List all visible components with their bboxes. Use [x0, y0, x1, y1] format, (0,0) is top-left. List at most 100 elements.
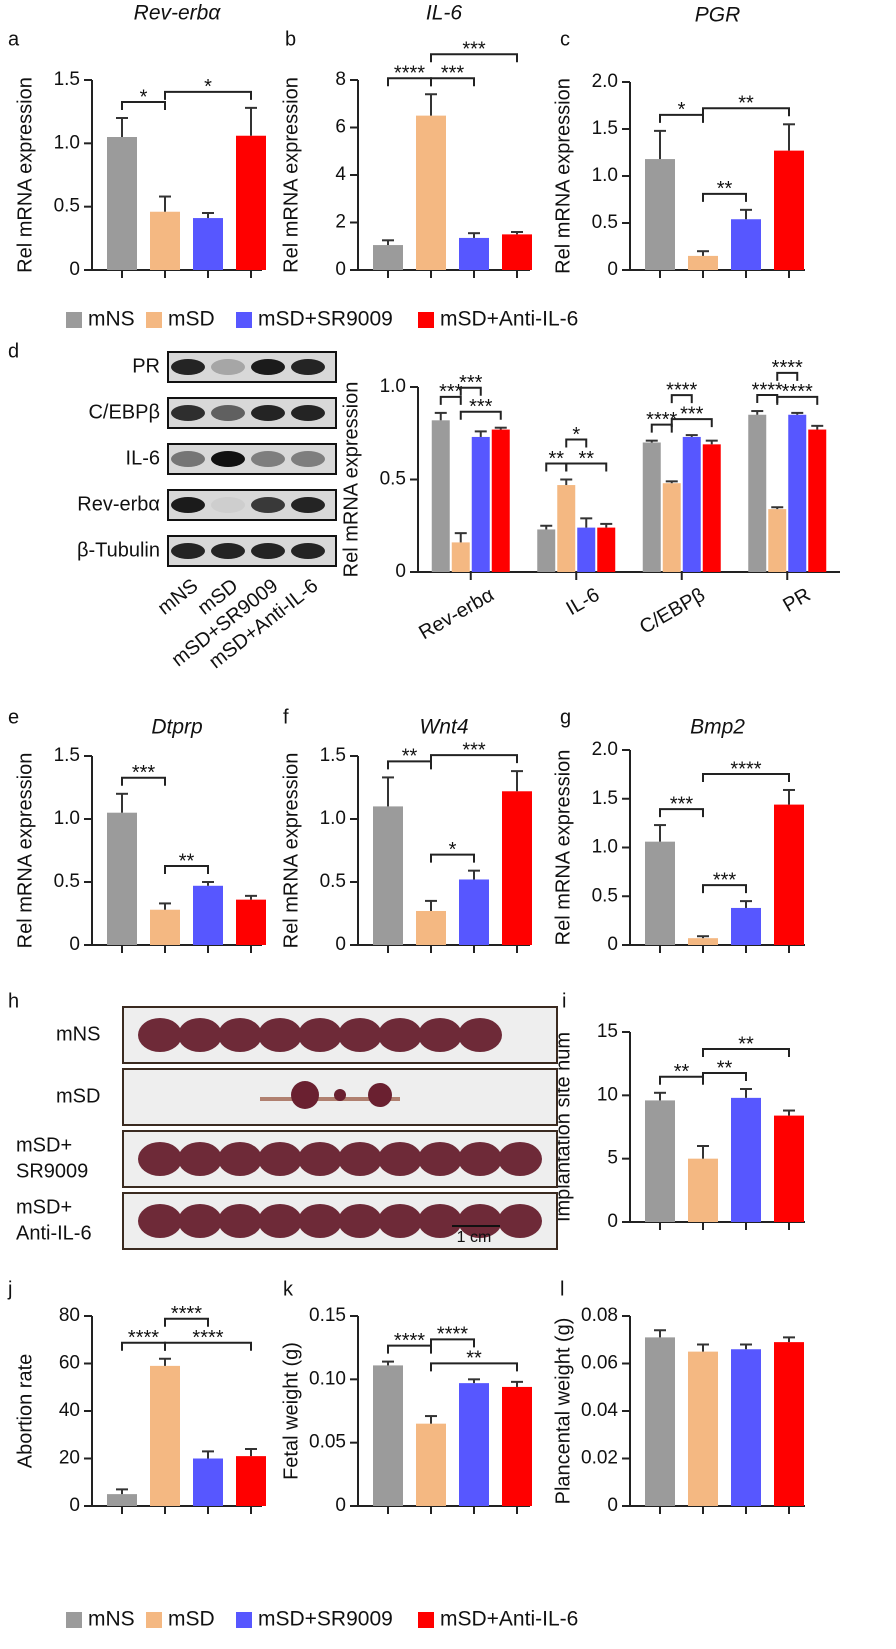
bar: [193, 885, 223, 945]
significance-bracket: [650, 423, 673, 433]
significance-label: ***: [462, 739, 486, 761]
scale-label: 1 cm: [457, 1229, 492, 1246]
panel-label: h: [8, 990, 19, 1012]
photo-tissue: [458, 1142, 502, 1176]
error-bar: [600, 522, 613, 528]
bar: [373, 806, 403, 945]
bar: [731, 219, 761, 270]
blot-band: [211, 543, 245, 559]
blot-band: [211, 359, 245, 375]
error-bar: [697, 1343, 709, 1352]
bar: [688, 1351, 718, 1506]
photo-tissue: [218, 1204, 262, 1238]
photo-tissue: [178, 1204, 222, 1238]
bar: [431, 420, 450, 572]
bar: [193, 1458, 223, 1506]
error-bar: [697, 1145, 709, 1159]
significance-bracket: [565, 462, 608, 472]
blot-band: [211, 497, 245, 513]
error-bar: [697, 250, 709, 256]
bar: [537, 529, 556, 572]
bar: [150, 1365, 180, 1506]
error-bar: [468, 1378, 480, 1384]
bar: [774, 804, 804, 945]
error-bar: [511, 1380, 523, 1387]
panel-title: Wnt4: [419, 716, 468, 739]
y-tick-label: 0.06: [581, 1353, 618, 1374]
significance-label: *: [572, 424, 580, 446]
bar: [416, 910, 446, 945]
error-bar: [511, 770, 523, 792]
panel-title: IL-6: [426, 2, 463, 25]
significance-bracket: [387, 1344, 432, 1354]
photo-tissue: [218, 1018, 262, 1052]
error-bar: [654, 1329, 666, 1338]
error-bar: [116, 1488, 128, 1495]
significance-bracket: [659, 808, 704, 818]
significance-label: ****: [666, 379, 697, 401]
significance-label: ***: [469, 396, 493, 418]
photo-tissue: [378, 1204, 422, 1238]
y-tick-label: 0: [607, 1495, 618, 1516]
bar: [808, 429, 827, 572]
y-tick-label: 2.0: [592, 739, 618, 760]
significance-label: **: [717, 1057, 733, 1079]
photo-tissue: [138, 1204, 182, 1238]
error-bar: [382, 239, 394, 246]
blot-band: [291, 405, 325, 421]
legend-swatch: [236, 312, 252, 328]
error-bar: [494, 426, 507, 430]
y-tick-label: 0: [69, 259, 80, 280]
significance-bracket: [164, 865, 209, 874]
significance-label: **: [674, 1061, 690, 1083]
error-bar: [783, 788, 795, 805]
y-tick-label: 1.5: [54, 745, 80, 766]
photo-tissue: [498, 1204, 542, 1238]
error-bar: [245, 1448, 257, 1457]
panel-label: d: [8, 340, 19, 362]
blot-band: [171, 359, 205, 375]
y-axis-label: Plancental weight (g): [552, 1318, 574, 1505]
legend-swatch: [418, 1612, 434, 1628]
significance-label: ****: [171, 1303, 202, 1325]
photo-tissue: [418, 1204, 462, 1238]
blot-band: [251, 405, 285, 421]
significance-bracket: [430, 853, 475, 863]
y-tick-label: 0.5: [592, 212, 618, 233]
y-tick-label: 1.0: [54, 808, 80, 829]
blot-band: [171, 497, 205, 513]
y-tick-label: 6: [335, 117, 346, 138]
y-tick-label: 0: [69, 934, 80, 955]
y-tick-label: 1.5: [592, 788, 618, 809]
y-axis-label: Rel mRNA expression: [14, 753, 36, 949]
error-bar: [697, 935, 709, 939]
photo-tissue: [458, 1204, 502, 1238]
y-tick-label: 0: [69, 1495, 80, 1516]
y-tick-label: 8: [335, 69, 346, 90]
significance-bracket: [430, 53, 518, 63]
significance-bracket: [776, 371, 799, 381]
significance-bracket: [459, 410, 502, 420]
legend-swatch: [146, 312, 162, 328]
bar: [645, 841, 675, 945]
y-tick-label: 0.5: [380, 469, 406, 490]
error-bar: [425, 1415, 437, 1424]
error-bar: [740, 1088, 752, 1098]
y-tick-label: 2.0: [592, 71, 618, 92]
y-tick-label: 0: [395, 561, 406, 582]
y-tick-label: 20: [59, 1448, 80, 1469]
panel-label: g: [560, 706, 571, 728]
panel-label: b: [285, 28, 296, 50]
error-bar: [434, 411, 447, 421]
error-bar: [425, 93, 437, 116]
error-bar: [245, 106, 257, 136]
bar: [502, 234, 532, 270]
photo-tissue: [138, 1018, 182, 1052]
significance-label: ***: [441, 63, 465, 85]
error-bar: [740, 900, 752, 908]
y-tick-label: 0: [335, 1495, 346, 1516]
error-bar: [771, 506, 784, 510]
photo-row-label: Anti-IL-6: [16, 1222, 92, 1244]
error-bar: [468, 232, 480, 238]
photo-tissue: [498, 1142, 542, 1176]
